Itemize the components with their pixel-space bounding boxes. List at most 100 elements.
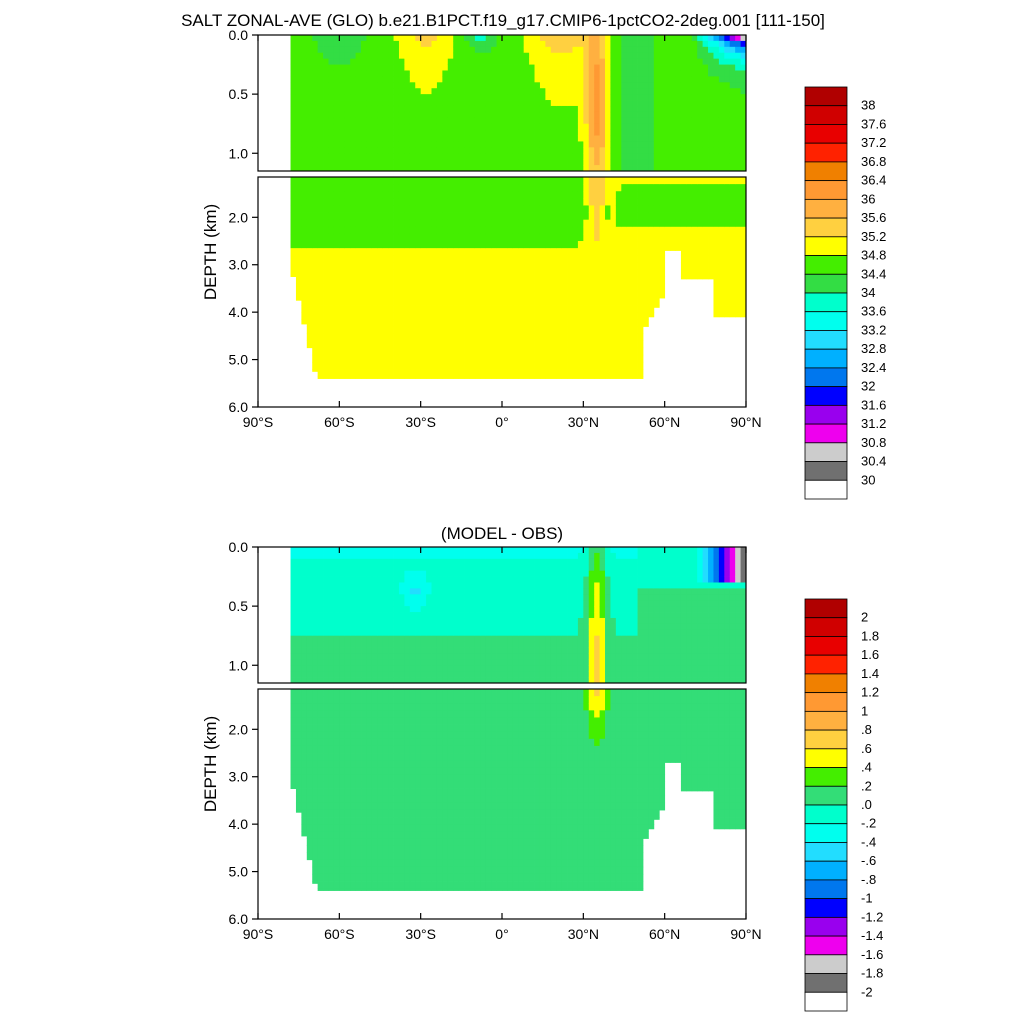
field-cell [637,205,644,213]
field-cell [317,100,324,107]
field-cell [426,205,432,213]
field-cell [561,219,568,228]
field-cell [718,105,725,113]
field-cell [567,58,573,65]
field-cell [344,40,351,48]
field-cell [615,184,622,192]
field-cell [290,665,297,672]
field-cell [626,165,633,172]
field-cell [361,283,367,292]
field-cell [442,153,449,160]
field-cell [583,369,590,377]
field-cell [371,547,378,554]
field-cell [290,558,297,566]
field-cell [431,276,438,285]
field-cell [599,255,606,263]
field-cell [708,184,714,192]
field-cell [529,297,535,306]
field-cell [366,831,373,839]
field-cell [339,248,346,256]
field-cell [686,184,693,192]
field-cell [496,290,503,299]
field-cell [615,233,622,242]
field-cell [491,94,497,101]
field-cell [306,233,313,242]
field-cell [550,333,557,341]
field-cell [377,205,384,213]
field-cell [653,276,660,285]
field-cell [431,241,438,249]
field-cell [393,340,400,349]
field-cell [323,123,329,131]
field-cell [393,233,400,242]
field-cell [729,219,736,228]
field-cell [306,809,313,818]
field-cell [610,233,617,242]
field-cell [339,305,346,313]
field-cell [572,212,579,221]
field-cell [594,82,600,89]
field-cell [361,547,367,554]
field-cell [415,305,422,313]
field-cell [697,123,704,131]
field-cell [333,276,340,285]
y-tick-label: 0.5 [229,86,249,102]
field-cell [621,88,628,95]
field-cell [312,46,319,54]
field-cell [577,141,584,148]
field-cell [529,347,535,356]
field-cell [502,262,508,270]
field-cell [355,717,362,725]
field-cell [317,248,324,256]
field-cell [333,600,340,607]
field-cell [426,290,432,299]
field-cell [474,361,481,370]
field-cell [355,159,362,166]
field-cell [393,70,400,77]
field-cell [735,205,741,213]
field-cell [323,159,329,166]
field-cell [398,111,405,119]
field-cell [339,369,346,377]
field-cell [404,123,411,131]
field-cell [447,94,454,101]
field-cell [361,333,367,341]
field-cell [436,347,443,356]
field-cell [621,283,628,292]
field-cell [295,671,302,678]
field-cell [317,326,324,334]
field-cell [496,276,503,285]
field-cell [675,123,682,131]
field-cell [366,838,373,846]
field-cell [686,233,693,242]
field-cell [436,248,443,256]
field-cell [464,153,470,160]
field-cell [377,612,384,619]
field-cell [691,165,698,172]
field-cell [301,606,308,613]
field-cell [344,165,351,172]
field-cell [295,809,302,813]
field-cell [361,623,367,631]
field-cell [339,94,346,101]
field-cell [539,111,546,119]
field-cell [453,159,460,166]
field-cell [328,781,335,789]
field-cell [415,100,422,107]
field-cell [409,171,416,185]
field-cell [632,319,638,327]
field-cell [323,809,329,818]
field-cell [539,369,546,377]
field-cell [718,76,725,83]
field-cell [740,82,747,89]
field-cell [637,276,644,285]
field-cell [447,111,454,119]
field-cell [735,171,741,185]
field-cell [626,241,633,249]
field-cell [409,105,416,113]
field-cell [567,76,573,83]
field-cell [350,781,356,789]
field-cell [518,171,525,185]
field-cell [333,82,340,89]
field-cell [697,94,704,101]
